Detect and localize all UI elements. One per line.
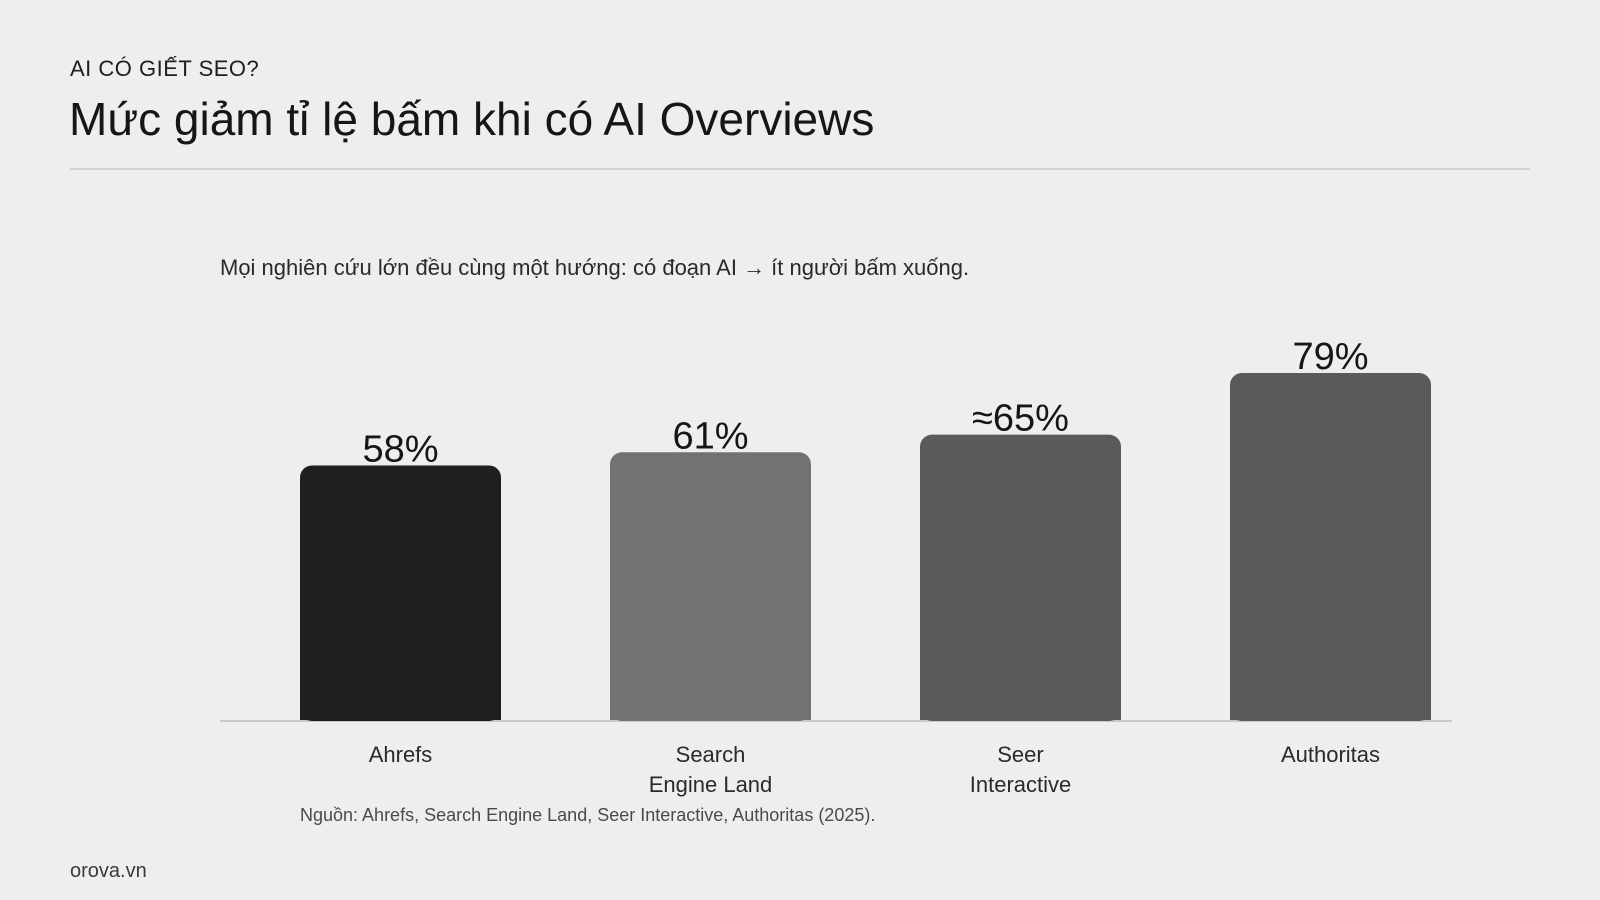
category-tick-label: Engine Land [649, 772, 773, 797]
bar-base [610, 709, 811, 720]
bar-search-engine-land [610, 452, 811, 721]
brand-footer: orova.vn [70, 860, 147, 882]
source-note: Nguồn: Ahrefs, Search Engine Land, Seer … [300, 805, 876, 825]
bar-ahrefs [300, 465, 501, 721]
bar-base [1230, 709, 1431, 720]
page-title: Mức giảm tỉ lệ bấm khi có AI Overviews [69, 93, 875, 145]
category-tick-label: Search [676, 742, 746, 767]
chart-subtitle: Mọi nghiên cứu lớn đều cùng một hướng: c… [220, 255, 970, 280]
bar-value-label: 61% [672, 415, 748, 457]
bar-value-label: 79% [1292, 336, 1368, 378]
bar-authoritas [1230, 373, 1431, 721]
bar-value-label: ≈65% [972, 398, 1069, 440]
category-tick-label: Interactive [970, 772, 1072, 797]
category-tick-label: Ahrefs [369, 742, 433, 767]
eyebrow-label: AI CÓ GIẾT SEO? [70, 56, 260, 81]
category-tick-label: Seer [997, 742, 1043, 767]
bar-base [300, 709, 501, 720]
bar-value-label: 58% [362, 429, 438, 471]
bar-seer-interactive [920, 434, 1121, 721]
header-divider [70, 168, 1530, 170]
bar-base [920, 709, 1121, 720]
category-tick-label: Authoritas [1281, 742, 1380, 767]
